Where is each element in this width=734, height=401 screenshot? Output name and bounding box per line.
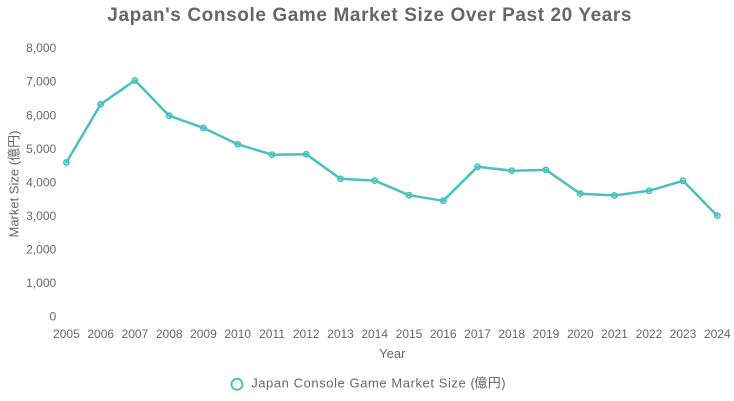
svg-text:2009: 2009	[190, 327, 217, 341]
svg-text:2020: 2020	[567, 327, 594, 341]
svg-text:2008: 2008	[156, 327, 183, 341]
svg-text:3,000: 3,000	[26, 209, 56, 223]
svg-text:2021: 2021	[601, 327, 628, 341]
svg-text:7,000: 7,000	[26, 75, 56, 89]
svg-text:2,000: 2,000	[26, 242, 56, 256]
svg-text:2019: 2019	[533, 327, 560, 341]
svg-text:2024: 2024	[704, 327, 731, 341]
svg-text:2014: 2014	[361, 327, 388, 341]
svg-text:2022: 2022	[636, 327, 663, 341]
svg-text:4,000: 4,000	[26, 175, 56, 189]
svg-text:2005: 2005	[53, 327, 80, 341]
svg-text:2007: 2007	[122, 327, 149, 341]
svg-text:Market Size (: Market Size (	[7, 160, 22, 237]
svg-text:): )	[501, 375, 505, 390]
svg-text:2012: 2012	[293, 327, 320, 341]
svg-text:5,000: 5,000	[26, 142, 56, 156]
svg-text:8,000: 8,000	[26, 41, 56, 55]
svg-text:2018: 2018	[498, 327, 525, 341]
svg-text:2017: 2017	[464, 327, 491, 341]
svg-text:0: 0	[50, 309, 57, 323]
svg-text:6,000: 6,000	[26, 108, 56, 122]
svg-text:2006: 2006	[87, 327, 114, 341]
svg-text:2015: 2015	[396, 327, 423, 341]
svg-text:Japan's Console Game Market Si: Japan's Console Game Market Size Over Pa…	[107, 5, 632, 26]
svg-text:2011: 2011	[259, 327, 285, 341]
svg-text:): )	[7, 131, 22, 135]
svg-text:1,000: 1,000	[26, 276, 56, 290]
svg-text:2010: 2010	[224, 327, 251, 341]
svg-text:2016: 2016	[430, 327, 457, 341]
svg-text:2023: 2023	[670, 327, 697, 341]
svg-text:Year: Year	[379, 346, 406, 361]
svg-text:Japan Console Game Market Size: Japan Console Game Market Size (	[251, 375, 475, 390]
svg-text:2013: 2013	[327, 327, 354, 341]
